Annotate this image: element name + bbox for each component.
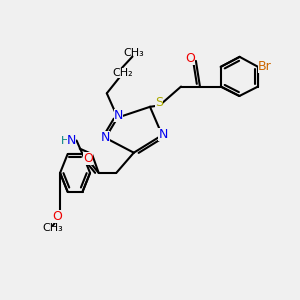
Text: O: O: [52, 210, 62, 223]
Text: N: N: [67, 134, 76, 147]
Text: O: O: [185, 52, 195, 65]
Text: Br: Br: [258, 60, 272, 73]
Text: N: N: [101, 130, 110, 143]
Text: N: N: [158, 128, 168, 141]
Text: O: O: [83, 152, 93, 165]
Text: CH₃: CH₃: [123, 48, 144, 58]
Text: CH₃: CH₃: [42, 223, 63, 233]
Text: CH₂: CH₂: [113, 68, 133, 78]
Text: H: H: [61, 136, 69, 146]
Text: N: N: [114, 109, 123, 122]
Text: S: S: [155, 96, 164, 109]
